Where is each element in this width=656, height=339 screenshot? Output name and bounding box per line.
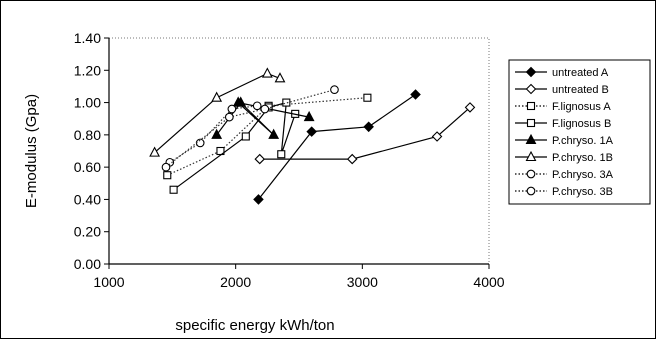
y-tick-label: 1.00 [74, 95, 101, 111]
data-point [169, 185, 178, 194]
data-point [241, 132, 250, 141]
legend-marker [525, 133, 537, 145]
legend-item: P.chryso. 1B [515, 150, 613, 164]
plot-area [108, 37, 490, 265]
x-tick-label: 3000 [347, 274, 378, 290]
series-p-chryso-1b [149, 67, 286, 157]
legend-label: P.chryso. 1B [552, 152, 613, 164]
legend: untreated A untreated B F.lignosus A F.lign… [508, 59, 651, 205]
data-point [227, 104, 237, 114]
legend-box [508, 59, 651, 205]
legend-marker [525, 66, 537, 78]
data-point [224, 112, 234, 122]
data-point [346, 153, 358, 165]
series-p-chryso-3b [161, 85, 339, 172]
x-tick-label: 2000 [220, 274, 251, 290]
data-point [261, 67, 273, 78]
data-point [277, 150, 286, 159]
legend-marker [526, 169, 536, 179]
y-axis-label: E-modulus (Gpa) [23, 94, 40, 208]
data-point [161, 162, 171, 172]
data-point [211, 128, 223, 139]
legend-marker [525, 83, 537, 95]
legend-label: untreated A [552, 67, 609, 79]
series-line [259, 106, 471, 160]
y-tick-label: 1.40 [74, 30, 101, 46]
data-point [211, 91, 223, 102]
data-point [268, 128, 280, 139]
legend-marker [526, 101, 536, 111]
y-tick-label: 1.20 [74, 62, 101, 78]
data-point [149, 146, 161, 157]
series-f-lignosus-b [169, 98, 300, 194]
x-tick-label: 4000 [473, 274, 504, 290]
legend-label: F.lignosus A [552, 101, 611, 113]
data-point [363, 93, 372, 102]
legend-item: F.lignosus B [515, 118, 611, 130]
legend-item: untreated A [515, 66, 609, 79]
series-untreated-a [253, 89, 421, 205]
legend-item: untreated B [515, 83, 609, 96]
series-untreated-b [254, 102, 476, 165]
legend-marker [526, 186, 536, 196]
legend-label: F.lignosus B [552, 118, 611, 130]
series-line [167, 97, 368, 176]
series-line [169, 105, 258, 163]
data-point [303, 110, 315, 122]
data-point [363, 121, 374, 133]
x-tick-label: 1000 [93, 274, 124, 290]
y-tick-label: 0.40 [74, 191, 101, 207]
y-tick-label: 0.60 [74, 159, 101, 175]
data-point [163, 171, 172, 180]
data-point [431, 131, 443, 142]
legend-marker [525, 150, 537, 162]
series-line [258, 94, 416, 200]
data-point [306, 126, 317, 137]
data-point [252, 101, 262, 111]
y-tick-label: 0.80 [74, 127, 101, 143]
legend-item: P.chryso. 3A [515, 169, 614, 181]
y-axis: 0.00 0.20 0.40 0.60 0.80 1.00 1.20 1.40 [74, 30, 110, 272]
legend-label: untreated B [552, 84, 609, 96]
legend-item: F.lignosus A [515, 101, 611, 113]
series-layer [149, 67, 476, 205]
legend-marker [526, 118, 536, 128]
data-point [330, 85, 339, 95]
legend-label: P.chryso. 3A [552, 169, 614, 181]
series-line [154, 72, 281, 154]
series-line [165, 89, 335, 168]
legend-item: P.chryso. 3B [515, 186, 613, 198]
data-point [232, 96, 244, 107]
plot-border [108, 37, 490, 265]
data-point [274, 72, 286, 83]
data-point [282, 98, 291, 107]
data-point [253, 194, 264, 205]
y-tick-label: 0.20 [74, 224, 101, 240]
data-point [260, 104, 270, 114]
data-point [254, 153, 266, 165]
legend-item: P.chryso. 1A [515, 133, 614, 147]
data-point [464, 102, 476, 113]
data-point [410, 89, 421, 100]
legend-label: P.chryso. 3B [552, 186, 613, 198]
y-tick-label: 0.00 [74, 256, 101, 272]
x-axis: 1000 2000 3000 4000 [93, 263, 505, 290]
legend-label: P.chryso. 1A [552, 135, 614, 147]
x-axis-label: specific energy kWh/ton [175, 317, 334, 334]
